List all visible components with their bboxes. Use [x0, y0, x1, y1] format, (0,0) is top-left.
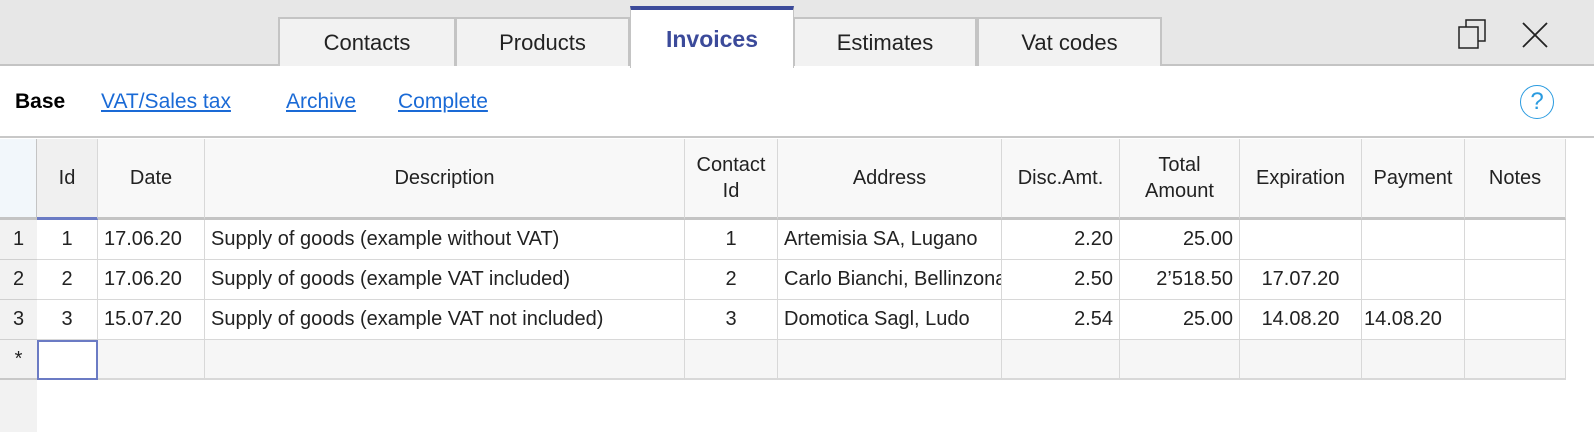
new-row-cell[interactable]: [1240, 340, 1362, 380]
tab-invoices[interactable]: Invoices: [630, 6, 794, 68]
selected-new-cell[interactable]: [37, 340, 98, 380]
cell-id[interactable]: 1: [37, 220, 98, 260]
cell-notes[interactable]: [1465, 260, 1566, 300]
cell-description[interactable]: Supply of goods (example without VAT): [205, 220, 685, 260]
cell-total-amount[interactable]: 25.00: [1120, 300, 1240, 340]
view-toolbar: Base VAT/Sales tax Archive Complete ?: [0, 68, 1594, 138]
column-header-description[interactable]: Description: [205, 139, 685, 220]
cell-expiration[interactable]: 14.08.20: [1240, 300, 1362, 340]
column-header-contact-id[interactable]: Contact Id: [685, 139, 778, 220]
cell-date[interactable]: 17.06.20: [98, 220, 205, 260]
cell-expiration[interactable]: [1240, 220, 1362, 260]
view-vat-sales-tax-link[interactable]: VAT/Sales tax: [101, 90, 231, 113]
column-header-disc-amt[interactable]: Disc.Amt.: [1002, 139, 1120, 220]
cell-notes[interactable]: [1465, 300, 1566, 340]
cell-payment[interactable]: 14.08.20: [1362, 300, 1465, 340]
cell-notes[interactable]: [1465, 220, 1566, 260]
corner-header: [0, 139, 37, 220]
cell-disc-amt[interactable]: 2.54: [1002, 300, 1120, 340]
view-archive-link[interactable]: Archive: [286, 90, 357, 113]
view-base[interactable]: Base: [15, 90, 66, 113]
new-row-cell[interactable]: [98, 340, 205, 380]
cell-id[interactable]: 2: [37, 260, 98, 300]
cell-address[interactable]: Carlo Bianchi, Bellinzona: [778, 260, 1002, 300]
cell-payment[interactable]: [1362, 260, 1465, 300]
new-row-cell[interactable]: [1120, 340, 1240, 380]
cell-expiration[interactable]: 17.07.20: [1240, 260, 1362, 300]
cell-payment[interactable]: [1362, 220, 1465, 260]
tab-estimates[interactable]: Estimates: [793, 17, 977, 66]
new-row-cell[interactable]: [1002, 340, 1120, 380]
column-header-total-amount[interactable]: Total Amount: [1120, 139, 1240, 220]
cell-address[interactable]: Artemisia SA, Lugano: [778, 220, 1002, 260]
tab-contacts[interactable]: Contacts: [278, 17, 456, 66]
new-row-cell[interactable]: [685, 340, 778, 380]
cell-contact-id[interactable]: 2: [685, 260, 778, 300]
help-icon[interactable]: ?: [1520, 85, 1554, 119]
column-header-address[interactable]: Address: [778, 139, 1002, 220]
cell-date[interactable]: 17.06.20: [98, 260, 205, 300]
cell-contact-id[interactable]: 3: [685, 300, 778, 340]
column-header-id[interactable]: Id: [37, 139, 98, 220]
tab-bar: Contacts Products Invoices Estimates Vat…: [0, 0, 1594, 68]
cell-id[interactable]: 3: [37, 300, 98, 340]
cell-date[interactable]: 15.07.20: [98, 300, 205, 340]
new-row-cell[interactable]: [205, 340, 685, 380]
restore-window-icon[interactable]: [1455, 18, 1489, 52]
row-number[interactable]: 2: [0, 260, 37, 300]
column-header-expiration[interactable]: Expiration: [1240, 139, 1362, 220]
view-complete-link[interactable]: Complete: [398, 90, 488, 113]
cell-total-amount[interactable]: 2’518.50: [1120, 260, 1240, 300]
cell-disc-amt[interactable]: 2.50: [1002, 260, 1120, 300]
row-number[interactable]: 1: [0, 220, 37, 260]
cell-disc-amt[interactable]: 2.20: [1002, 220, 1120, 260]
cell-contact-id[interactable]: 1: [685, 220, 778, 260]
cell-description[interactable]: Supply of goods (example VAT not include…: [205, 300, 685, 340]
tab-products[interactable]: Products: [455, 17, 630, 66]
tab-vat-codes[interactable]: Vat codes: [977, 17, 1162, 66]
new-row-marker: *: [0, 340, 37, 380]
cell-total-amount[interactable]: 25.00: [1120, 220, 1240, 260]
cell-description[interactable]: Supply of goods (example VAT included): [205, 260, 685, 300]
column-header-date[interactable]: Date: [98, 139, 205, 220]
close-icon[interactable]: [1518, 18, 1552, 52]
cell-address[interactable]: Domotica Sagl, Ludo: [778, 300, 1002, 340]
row-number[interactable]: 3: [0, 300, 37, 340]
new-row-cell[interactable]: [778, 340, 1002, 380]
new-row-cell[interactable]: [1465, 340, 1566, 380]
column-header-payment[interactable]: Payment: [1362, 139, 1465, 220]
column-header-notes[interactable]: Notes: [1465, 139, 1566, 220]
new-row-cell[interactable]: [1362, 340, 1465, 380]
